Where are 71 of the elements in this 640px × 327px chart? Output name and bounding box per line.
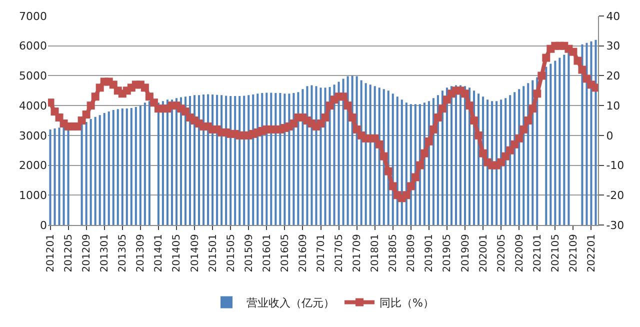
bar xyxy=(563,54,566,225)
y-tick-label: 4000 xyxy=(19,99,47,112)
bar xyxy=(121,108,124,225)
y2-tick-label: 10 xyxy=(606,99,620,112)
x-tick-label: 201601 xyxy=(262,234,273,272)
bar xyxy=(144,102,146,225)
x-tick-label: 201405 xyxy=(172,234,183,272)
x-tick-label: 202109 xyxy=(568,234,580,272)
x-tick-label: 202001 xyxy=(478,234,490,272)
x-tick-label: 201705 xyxy=(334,234,346,272)
y2-tick-label: -20 xyxy=(606,188,624,202)
x-tick-label: 201905 xyxy=(442,234,454,272)
y2-tick-label: -10 xyxy=(606,159,624,172)
bar xyxy=(103,113,106,225)
bar xyxy=(550,64,552,225)
x-tick-label: 201805 xyxy=(388,234,400,272)
bar xyxy=(134,107,137,225)
x-tick-label: 202009 xyxy=(514,234,526,272)
bar xyxy=(545,66,548,225)
x-tick-label: 201309 xyxy=(136,234,147,272)
x-tick-label: 201509 xyxy=(244,234,255,272)
x-tick-label: 202105 xyxy=(550,234,562,272)
bar xyxy=(49,129,52,225)
x-tick-label: 201409 xyxy=(190,234,201,272)
bar xyxy=(139,106,142,225)
y2-tick-label: 0 xyxy=(606,129,614,142)
y-tick-label: 2000 xyxy=(19,159,47,172)
y-tick-label: 3000 xyxy=(19,129,47,142)
x-tick-label: 201505 xyxy=(226,234,237,272)
x-tick-label: 201501 xyxy=(208,234,219,272)
bar xyxy=(54,128,56,225)
bar xyxy=(108,112,110,225)
bar xyxy=(554,60,556,225)
y2-tick-label: 40 xyxy=(606,10,620,23)
x-tick-label: 201809 xyxy=(406,234,418,272)
y2-tick-label: 20 xyxy=(606,70,620,83)
x-tick-label: 201209 xyxy=(82,234,93,272)
legend-label: 同比（%） xyxy=(380,296,434,310)
x-tick-label: 202101 xyxy=(532,234,544,272)
bar xyxy=(558,58,561,225)
x-tick-label: 201201 xyxy=(46,234,56,272)
x-tick-label: 201301 xyxy=(100,234,111,272)
x-tick-label: 201909 xyxy=(460,234,472,272)
x-tick-label: 201605 xyxy=(280,234,291,272)
y-tick-label: 7000 xyxy=(19,10,47,23)
y-tick-label: 1000 xyxy=(19,188,47,202)
x-tick-label: 201401 xyxy=(154,234,165,272)
legend-label: 营业收入（亿元） xyxy=(246,296,334,310)
bar xyxy=(116,109,119,225)
x-tick-label: 201901 xyxy=(424,234,436,272)
bar xyxy=(85,122,88,225)
y-tick-label: 6000 xyxy=(19,40,47,53)
x-tick-label: 201701 xyxy=(316,234,327,272)
x-tick-label: 201609 xyxy=(298,234,309,272)
bar xyxy=(130,108,132,225)
y-tick-label: 0 xyxy=(40,218,47,232)
x-tick-label: 202005 xyxy=(496,234,508,272)
x-tick-label: 201205 xyxy=(64,234,75,272)
x-tick-label: 201305 xyxy=(118,234,129,272)
y2-tick-label: 30 xyxy=(606,40,620,53)
y-tick-label: 5000 xyxy=(19,70,47,83)
bar xyxy=(126,108,128,225)
bar xyxy=(90,119,92,225)
bar xyxy=(58,128,60,225)
bar xyxy=(98,115,101,225)
x-tick-label: 202201 xyxy=(586,234,598,272)
bar xyxy=(112,110,114,225)
x-tick-label: 201801 xyxy=(370,234,382,272)
x-tick-label: 201709 xyxy=(352,234,364,272)
y2-tick-label: -30 xyxy=(606,218,624,232)
bar xyxy=(94,116,96,225)
